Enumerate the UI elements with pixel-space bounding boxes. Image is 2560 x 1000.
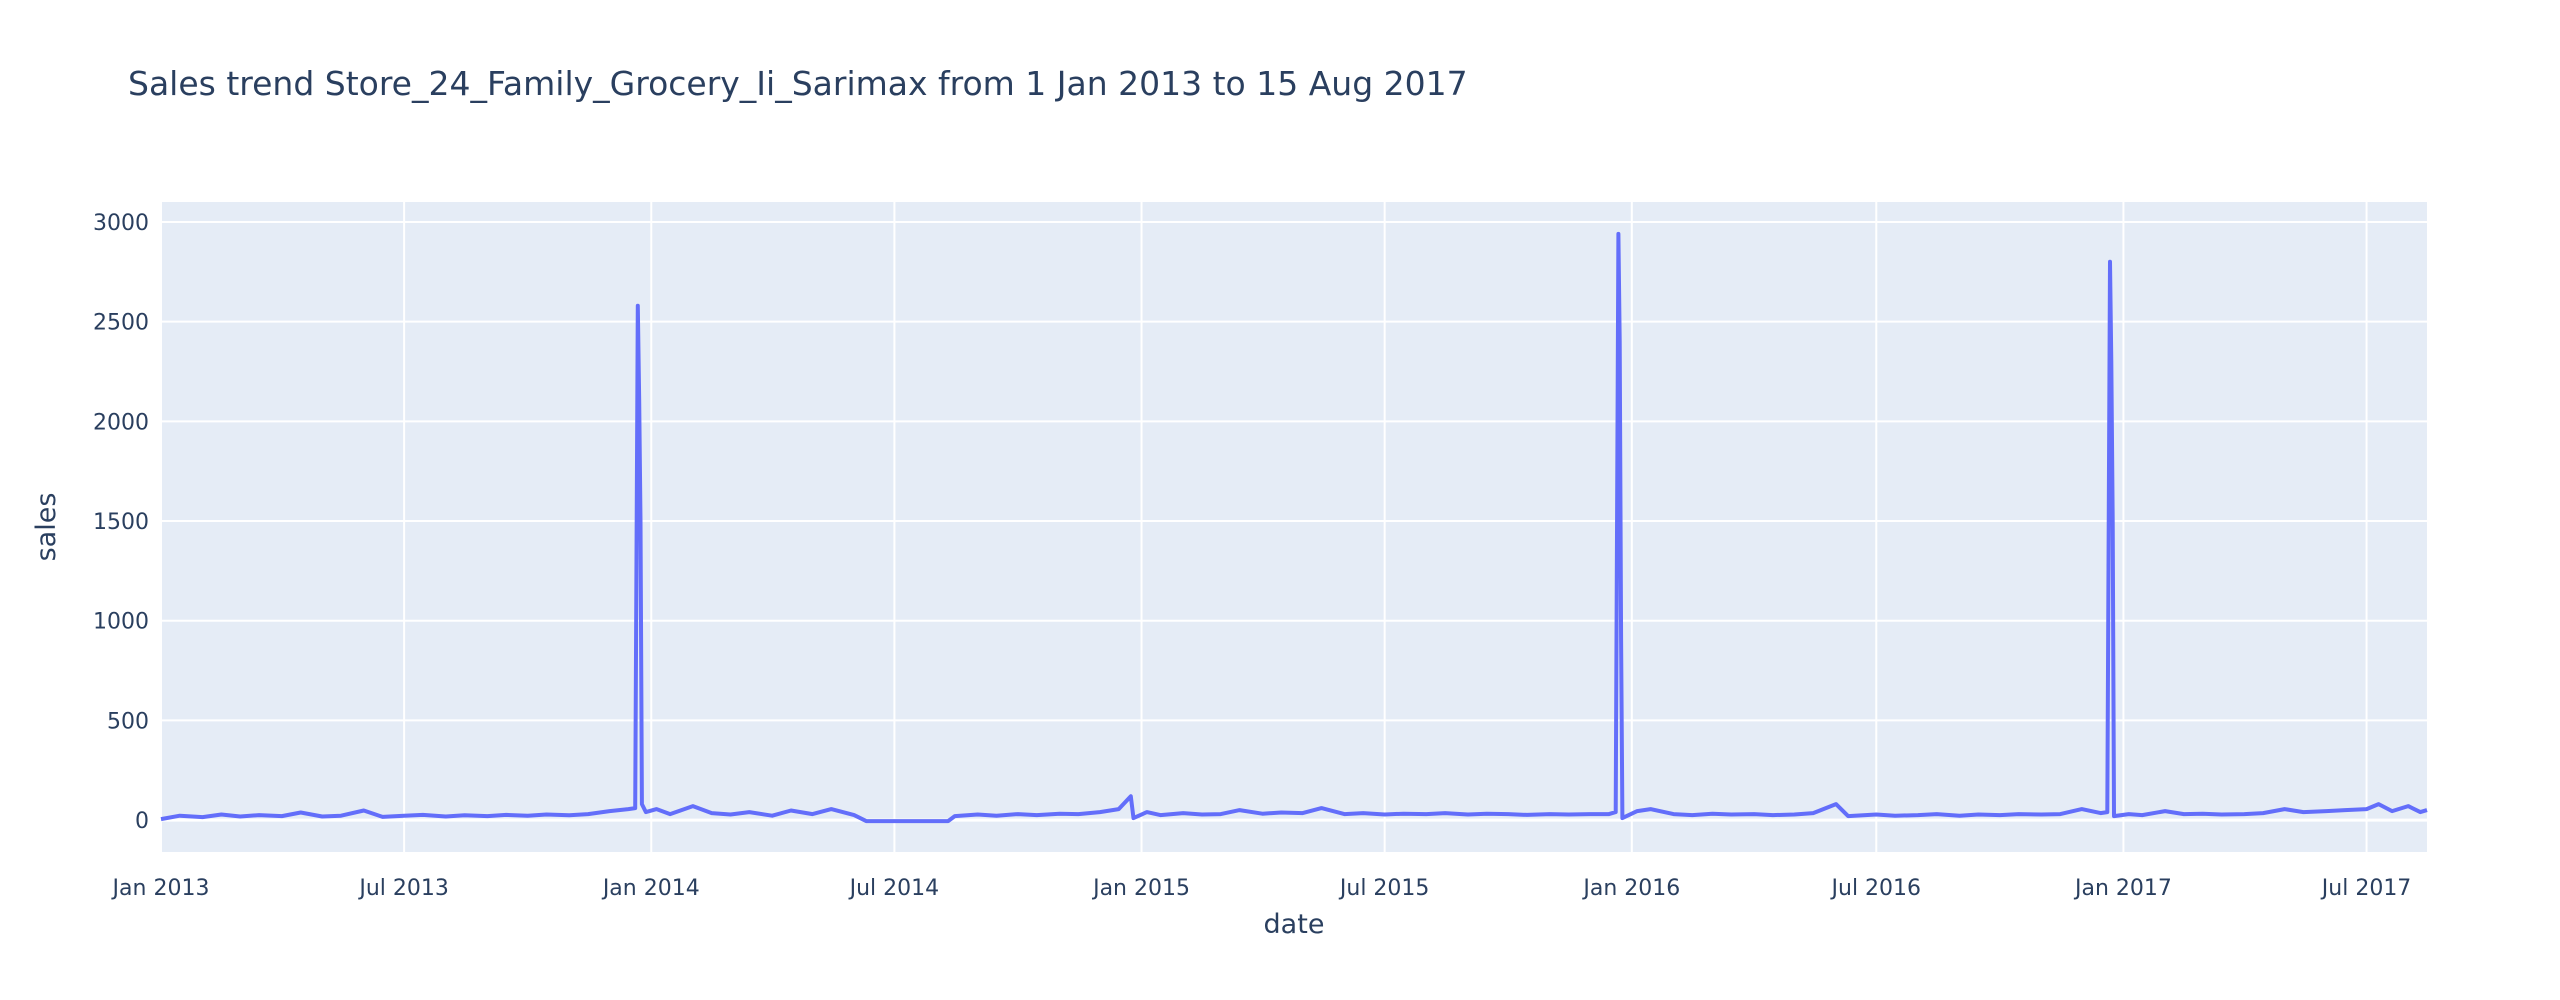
x-tick-label: Jan 2016 xyxy=(1581,876,1680,901)
x-tick-label: Jan 2015 xyxy=(1091,876,1190,901)
plot-area xyxy=(161,202,2427,852)
y-tick-label: 1500 xyxy=(93,510,149,535)
x-tick-label: Jan 2014 xyxy=(601,876,700,901)
y-tick-label: 500 xyxy=(107,709,149,734)
y-tick-label: 0 xyxy=(135,809,149,834)
y-tick-label: 3000 xyxy=(93,211,149,236)
series-line xyxy=(160,231,2428,824)
x-axis-ticks: Jan 2013 Jul 2013 Jan 2014 Jul 2014 Jan 2015… xyxy=(111,876,2412,901)
series-layer xyxy=(160,231,2428,824)
x-tick-label: Jan 2017 xyxy=(2073,876,2172,901)
gridlines xyxy=(160,202,2427,852)
y-axis-title: sales xyxy=(31,493,62,562)
y-tick-label: 2500 xyxy=(93,311,149,336)
x-tick-label: Jul 2017 xyxy=(2320,876,2412,901)
x-tick-label: Jan 2013 xyxy=(111,876,210,901)
y-tick-label: 1000 xyxy=(93,610,149,635)
x-tick-label: Jul 2014 xyxy=(848,876,940,901)
x-tick-label: Jul 2016 xyxy=(1830,876,1922,901)
y-tick-label: 2000 xyxy=(93,410,149,435)
x-tick-label: Jul 2015 xyxy=(1338,876,1430,901)
x-axis-title: date xyxy=(1264,909,1325,940)
y-axis-ticks: 0 500 1000 1500 2000 2500 3000 xyxy=(93,211,149,834)
x-tick-label: Jul 2013 xyxy=(357,876,449,901)
chart-title: Sales trend Store_24_Family_Grocery_Ii_S… xyxy=(128,64,1468,103)
